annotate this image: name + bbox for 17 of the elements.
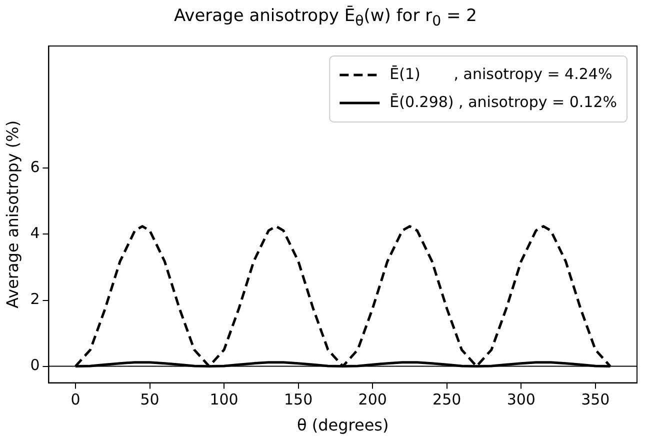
y-tick-label: 0 <box>30 356 40 374</box>
legend-label: Ē(1) , anisotropy = 4.24% <box>390 64 612 83</box>
y-tick-label: 6 <box>30 158 40 176</box>
x-tick-label: 0 <box>70 390 80 409</box>
x-tick-label: 200 <box>358 390 387 409</box>
x-tick-label: 50 <box>140 390 160 409</box>
x-tick-label: 100 <box>210 390 238 409</box>
legend-label: Ē(0.298) , anisotropy = 0.12% <box>390 92 618 111</box>
chart-title: Average anisotropy Ē$_{θ}$(w) for r$_{0}$ = 2 <box>173 6 478 30</box>
y-axis-title: Average anisotropy (%) <box>2 120 22 308</box>
x-axis-title: θ (degrees) <box>296 416 389 435</box>
x-tick-label: 250 <box>432 390 462 409</box>
y-tick-label: 2 <box>30 290 40 308</box>
x-tick-label: 300 <box>506 390 536 409</box>
y-tick-label: 4 <box>30 224 40 242</box>
x-tick-label: 150 <box>284 390 313 409</box>
x-tick-label: 350 <box>581 390 610 409</box>
